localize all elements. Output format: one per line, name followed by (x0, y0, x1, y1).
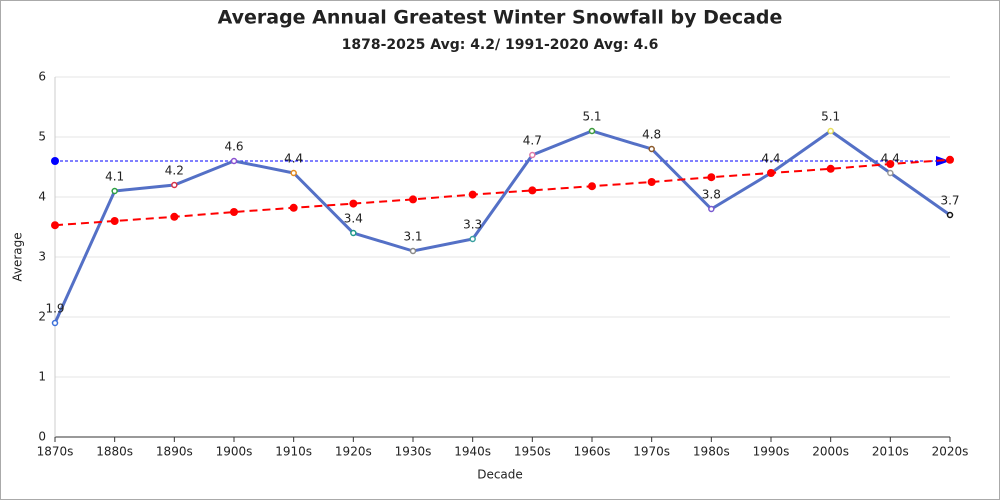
y-tick-label: 6 (38, 70, 46, 84)
y-tick-label: 2 (38, 310, 46, 324)
series-line (53, 129, 951, 324)
data-point (588, 127, 596, 135)
data-point (946, 211, 954, 219)
x-tick-label: 1940s (454, 445, 491, 459)
data-label: 4.2 (165, 164, 184, 178)
x-tick-label: 1870s (37, 445, 74, 459)
x-tick-label: 1930s (395, 445, 432, 459)
chart-subtitle: 1878-2025 Avg: 4.2/ 1991-2020 Avg: 4.6 (342, 37, 659, 53)
x-tick-label: 1990s (753, 445, 790, 459)
data-label: 3.4 (344, 212, 363, 226)
data-point (289, 203, 298, 212)
data-label: 3.3 (463, 218, 482, 232)
data-point (647, 178, 656, 186)
x-tick-label: 1980s (693, 445, 730, 459)
y-tick-label: 4 (38, 190, 46, 204)
data-point (528, 186, 537, 195)
y-tick-label: 3 (38, 250, 46, 264)
data-point (529, 151, 536, 159)
chart-title: Average Annual Greatest Winter Snowfall … (218, 7, 783, 29)
data-label: 5.1 (821, 110, 840, 124)
data-label: 4.8 (642, 128, 661, 142)
data-point (230, 157, 238, 165)
y-tick-label: 1 (38, 370, 46, 384)
x-tick-label: 1920s (335, 445, 372, 459)
data-point (170, 212, 179, 221)
x-tick-label: 2020s (932, 445, 969, 459)
data-point (767, 169, 775, 177)
data-point (469, 235, 476, 243)
data-point (468, 190, 477, 199)
y-tick-label: 5 (38, 130, 46, 144)
data-label: 4.4 (881, 152, 900, 166)
data-point (51, 319, 59, 327)
data-point (290, 169, 297, 177)
data-point (111, 187, 118, 195)
data-label: 4.7 (523, 134, 542, 148)
data-point (110, 217, 119, 225)
x-tick-label: 1880s (96, 445, 133, 459)
data-point (827, 127, 834, 135)
data-point (409, 247, 417, 255)
x-axis-label: Decade (477, 468, 523, 482)
data-point (409, 195, 417, 204)
series-line (54, 158, 951, 227)
data-point (887, 169, 894, 177)
reference-start (51, 157, 59, 165)
data-point (886, 160, 895, 168)
data-point (707, 173, 716, 182)
data-label: 1.9 (45, 302, 64, 316)
data-point (51, 221, 59, 230)
x-tick-label: 1910s (275, 445, 312, 459)
data-point (826, 164, 835, 173)
data-point (230, 208, 238, 216)
data-label: 4.4 (761, 152, 780, 166)
data-label: 3.7 (940, 194, 959, 208)
x-tick-label: 1900s (216, 445, 253, 459)
data-point (648, 145, 655, 153)
data-label: 5.1 (582, 110, 601, 124)
data-label: 4.4 (284, 152, 303, 166)
y-axis-label: Average (11, 232, 25, 281)
data-label: 4.6 (224, 140, 243, 154)
data-point (349, 199, 358, 208)
data-point (171, 181, 178, 189)
data-point (946, 155, 954, 164)
data-label: 4.1 (105, 170, 124, 184)
x-tick-label: 1950s (514, 445, 551, 459)
x-tick-label: 1960s (574, 445, 611, 459)
data-point (350, 229, 357, 237)
x-tick-label: 2010s (872, 445, 909, 459)
data-point (588, 182, 596, 191)
data-label: 3.1 (403, 230, 422, 244)
y-tick-label: 0 (38, 430, 46, 444)
data-label: 3.8 (702, 188, 721, 202)
data-point (708, 205, 715, 213)
x-tick-label: 2000s (812, 445, 849, 459)
x-tick-label: 1970s (633, 445, 670, 459)
x-tick-label: 1890s (156, 445, 193, 459)
